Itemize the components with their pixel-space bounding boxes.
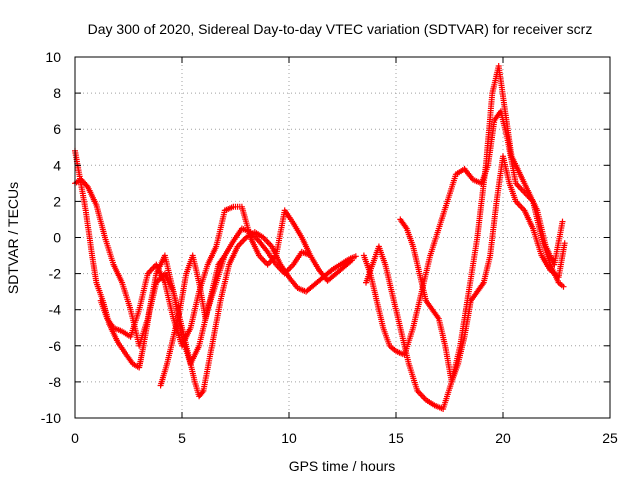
tick-layer: 0 5 10 15 20 25 -10 -8 -6 -4 -2 0 2 4 6 8 10: [41, 49, 618, 446]
y-tick-label: -8: [49, 374, 62, 390]
x-axis-label: GPS time / hours: [289, 458, 396, 474]
x-tick-label: 25: [602, 430, 618, 446]
y-tick-label: -6: [49, 338, 62, 354]
chart-title: Day 300 of 2020, Sidereal Day-to-day VTE…: [88, 21, 593, 37]
x-tick-label: 10: [281, 430, 297, 446]
y-tick-label: 4: [53, 157, 61, 173]
series-track-4: [157, 252, 227, 389]
series-track-3: [97, 203, 313, 349]
x-tick-label: 5: [178, 430, 186, 446]
y-tick-label: 2: [53, 193, 61, 209]
marker-trace: [157, 252, 227, 389]
x-tick-label: 20: [495, 430, 511, 446]
y-tick-label: 8: [53, 85, 61, 101]
marker-trace: [97, 203, 313, 349]
y-tick-label: 6: [53, 121, 61, 137]
series-track-6: [363, 63, 566, 412]
y-tick-label: -2: [49, 266, 62, 282]
x-tick-label: 0: [71, 430, 79, 446]
y-axis-label: SDTVAR / TECUs: [5, 182, 21, 294]
y-tick-label: 0: [53, 230, 61, 246]
y-tick-label: -4: [49, 302, 62, 318]
y-tick-label: 10: [45, 49, 61, 65]
marker-trace: [397, 153, 568, 385]
y-tick-label: -10: [41, 410, 61, 426]
marker-trace: [363, 63, 566, 412]
series-layer: [72, 63, 568, 412]
series-track-7: [397, 153, 568, 385]
grid-layer: [75, 57, 610, 418]
x-tick-label: 15: [388, 430, 404, 446]
